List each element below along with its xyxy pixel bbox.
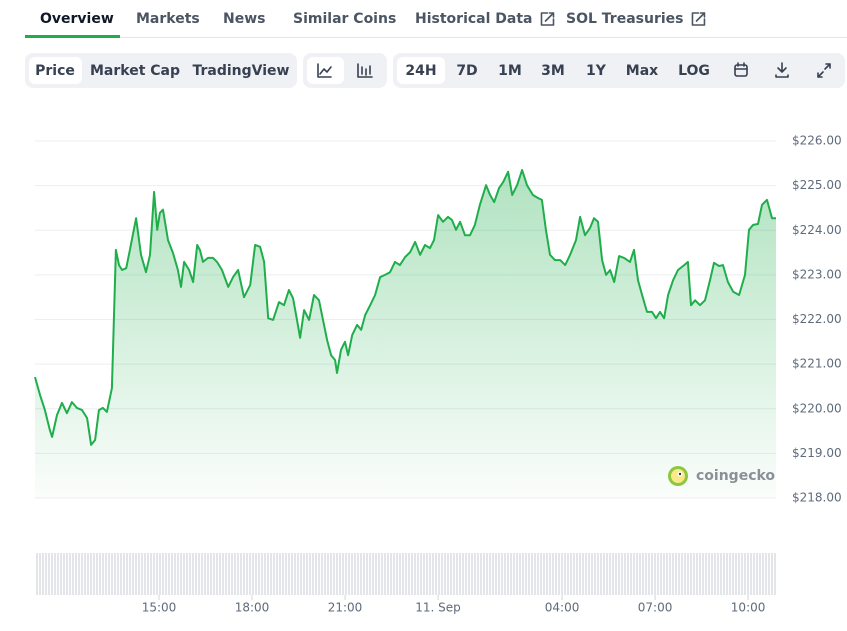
watermark: coingecko (696, 468, 775, 484)
expand-icon[interactable] (817, 63, 831, 78)
x-tick-label: 18:00 (235, 601, 270, 615)
x-tick-label: 10:00 (731, 601, 766, 615)
candle-chart-icon[interactable] (357, 63, 373, 78)
y-tick-label: $218.00 (792, 491, 842, 505)
x-tick-label: 11. Sep (415, 601, 461, 615)
y-tick-label: $219.00 (792, 446, 842, 460)
price-area (35, 170, 776, 498)
x-tick-label: 21:00 (328, 601, 363, 615)
chart-type-button[interactable]: Market Cap (90, 63, 180, 79)
price-line (34, 169, 776, 446)
range-button[interactable]: Max (626, 63, 658, 79)
range-button[interactable]: 1Y (586, 63, 607, 79)
y-tick-label: $226.00 (792, 134, 842, 148)
x-tick-label: 15:00 (142, 601, 177, 615)
tab[interactable]: SOL Treasuries (566, 11, 683, 27)
y-tick-label: $223.00 (792, 267, 842, 281)
y-tick-label: $222.00 (792, 312, 842, 326)
chart-type-group (25, 53, 297, 88)
coingecko-logo (668, 466, 688, 486)
tab[interactable]: Markets (136, 11, 200, 27)
range-group (393, 53, 845, 88)
download-icon[interactable] (775, 62, 789, 78)
y-tick-label: $221.00 (792, 357, 842, 371)
volume-bars (35, 553, 776, 595)
range-button[interactable]: 1M (498, 63, 522, 79)
calendar-icon[interactable] (734, 62, 748, 77)
tab[interactable]: Similar Coins (293, 11, 396, 27)
active-button (397, 57, 445, 84)
active-tab-underline (25, 35, 120, 38)
range-button[interactable]: 7D (456, 63, 477, 79)
active-button (29, 57, 82, 84)
tab[interactable]: News (223, 11, 265, 27)
range-button[interactable]: LOG (678, 63, 710, 79)
y-tick-label: $224.00 (792, 223, 842, 237)
chart-type-button[interactable]: TradingView (193, 63, 290, 79)
external-link-icon (540, 12, 555, 26)
x-tick-label: 04:00 (545, 601, 580, 615)
line-chart-icon[interactable] (317, 63, 332, 78)
chart-type-button[interactable]: Price (35, 63, 75, 79)
y-tick-label: $220.00 (792, 401, 842, 415)
tab[interactable]: Historical Data (415, 11, 533, 27)
y-tick-label: $225.00 (792, 178, 842, 192)
external-link-icon (691, 12, 706, 26)
range-button[interactable]: 3M (541, 63, 565, 79)
x-tick-label: 07:00 (638, 601, 673, 615)
range-button[interactable]: 24H (405, 63, 436, 79)
tab[interactable]: Overview (40, 11, 114, 27)
